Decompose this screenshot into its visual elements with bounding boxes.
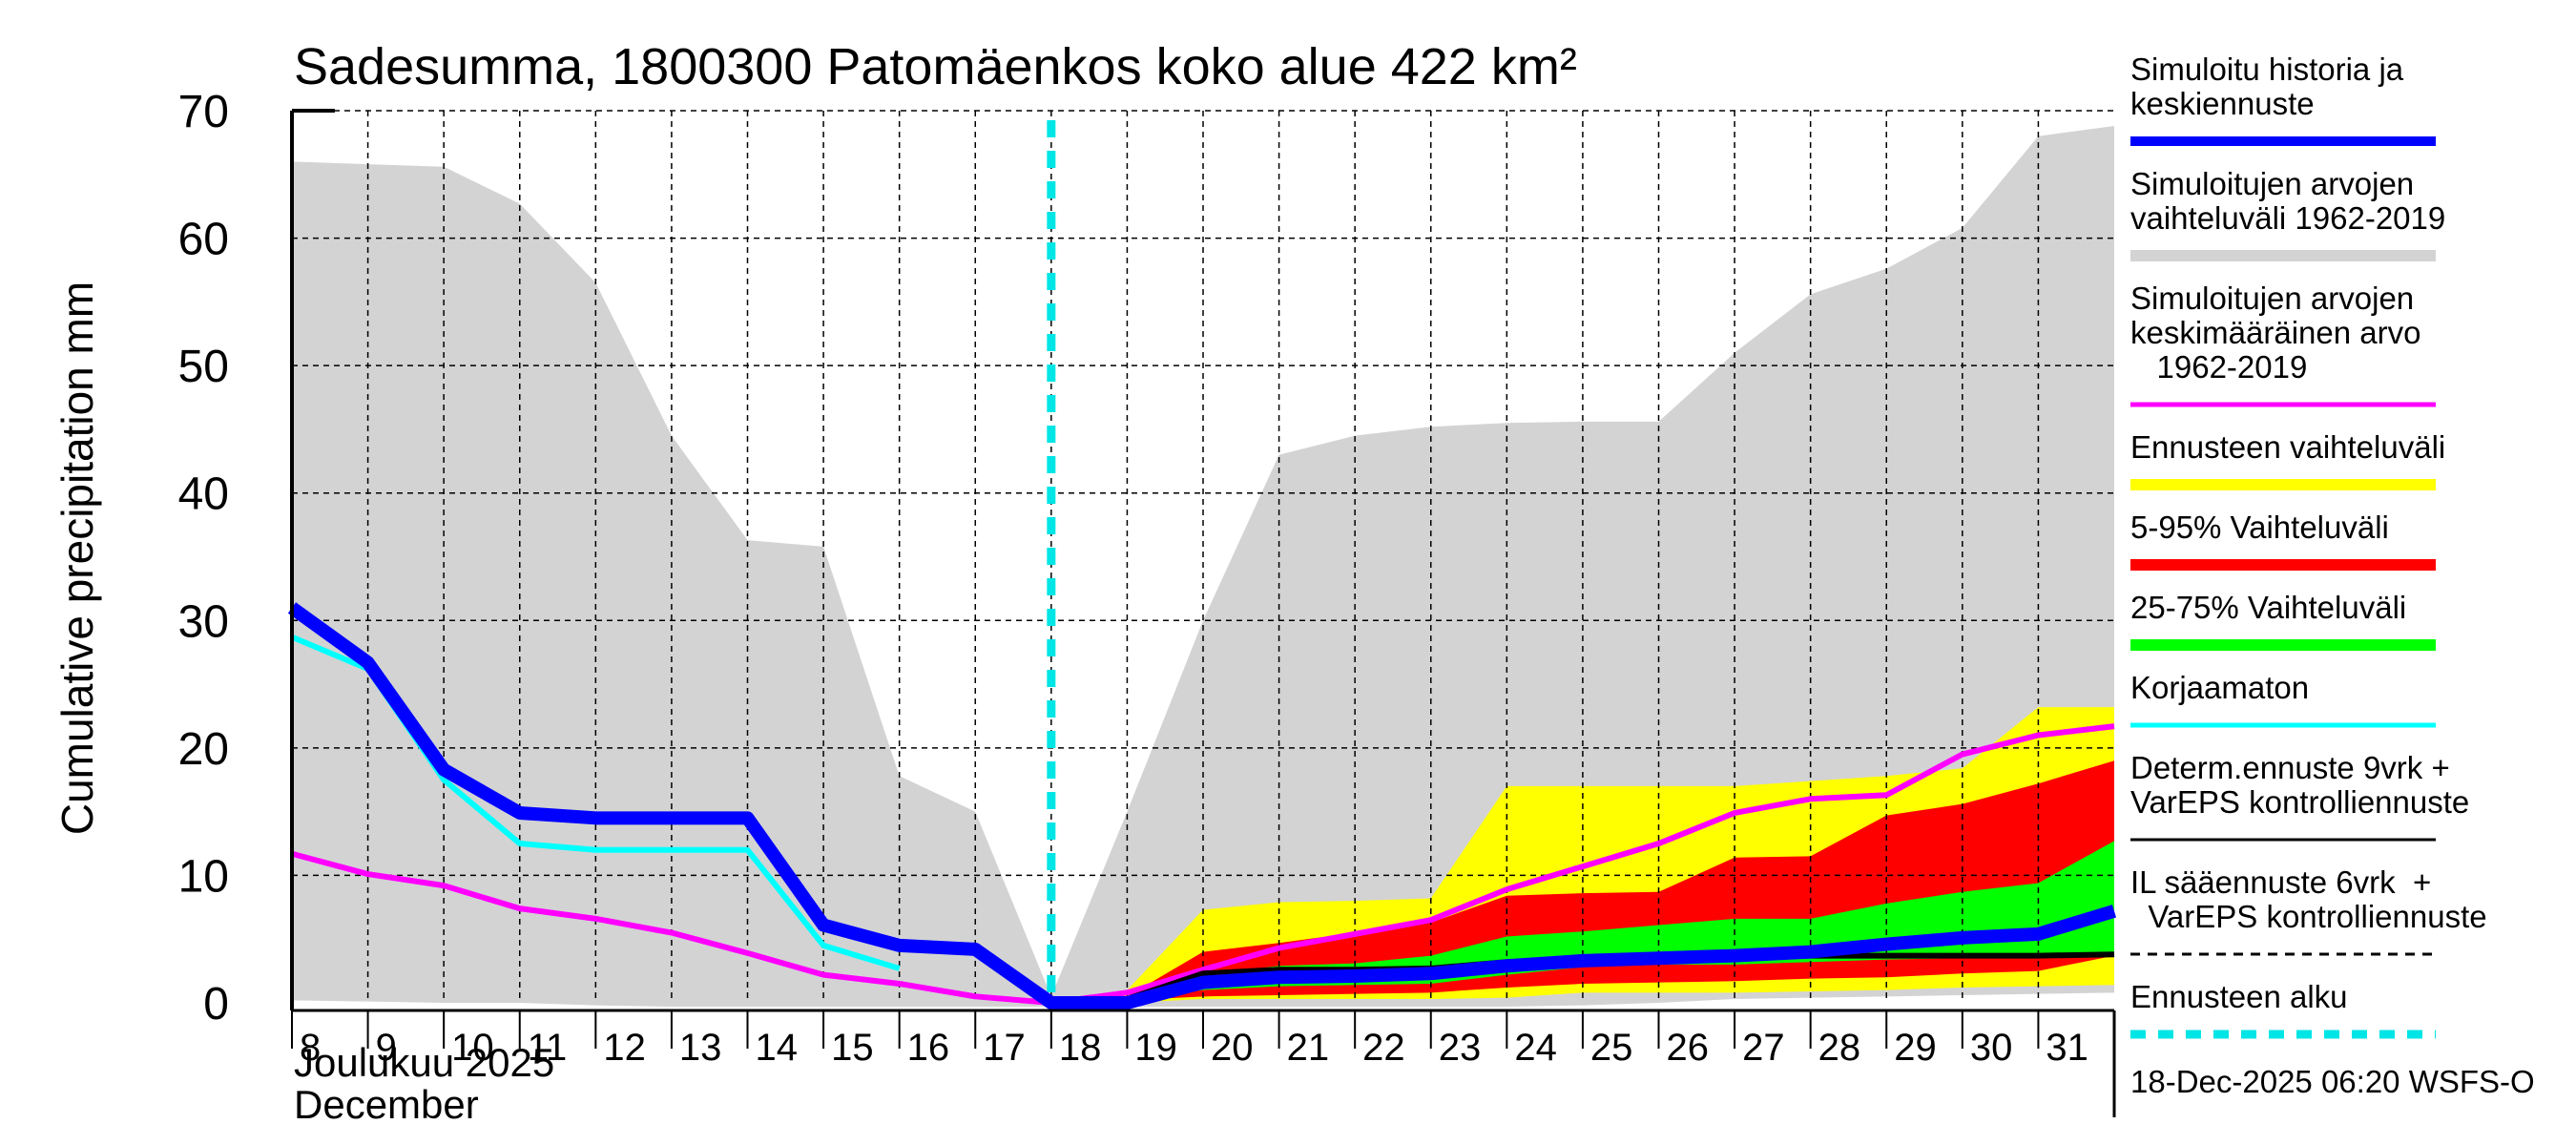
x-tick-label: 31 bbox=[2046, 1027, 2088, 1069]
x-tick-label: 21 bbox=[1287, 1027, 1330, 1069]
y-tick-label: 40 bbox=[178, 469, 229, 520]
x-tick-label: 13 bbox=[679, 1027, 722, 1069]
chart-title: Sadesumma, 1800300 Patomäenkos koko alue… bbox=[294, 38, 1577, 95]
y-tick-label: 10 bbox=[178, 851, 229, 902]
x-tick-label: 17 bbox=[983, 1027, 1026, 1069]
y-tick-label: 60 bbox=[178, 215, 229, 265]
legend-label: VarEPS kontrolliennuste bbox=[2130, 784, 2469, 820]
x-axis-month-label: Joulukuu 2025 bbox=[294, 1040, 554, 1085]
legend-label: 1962-2019 bbox=[2130, 349, 2307, 385]
x-tick-label: 30 bbox=[1970, 1027, 2013, 1069]
legend-label: Korjaamaton bbox=[2130, 670, 2309, 705]
x-tick-label: 25 bbox=[1590, 1027, 1633, 1069]
y-tick-label: 0 bbox=[203, 979, 229, 1030]
series-line-history bbox=[287, 602, 2117, 1010]
band-p25_75 bbox=[1050, 841, 2114, 1003]
x-tick-label: 8 bbox=[300, 1027, 321, 1069]
x-tick-label: 9 bbox=[376, 1027, 397, 1069]
timestamp: 18-Dec-2025 06:20 WSFS-O bbox=[2130, 1064, 2535, 1099]
y-tick-label: 70 bbox=[178, 87, 229, 137]
legend-label: 5-95% Vaihteluväli bbox=[2130, 510, 2389, 545]
x-tick-label: 11 bbox=[528, 1027, 568, 1069]
lines-layer bbox=[287, 120, 2117, 1010]
y-tick-label: 30 bbox=[178, 596, 229, 647]
x-tick-label: 16 bbox=[907, 1027, 950, 1069]
x-tick-label: 24 bbox=[1514, 1027, 1557, 1069]
x-tick-label: 14 bbox=[756, 1027, 799, 1069]
legend-label: Simuloitujen arvojen bbox=[2130, 166, 2414, 201]
legend-label: 25-75% Vaihteluväli bbox=[2130, 590, 2406, 625]
x-tick-label: 23 bbox=[1439, 1027, 1482, 1069]
legend-label: Ennusteen alku bbox=[2130, 979, 2348, 1014]
x-axis-month-label-en: December bbox=[294, 1082, 479, 1127]
x-tick-label: 28 bbox=[1818, 1027, 1861, 1069]
x-tick-label: 10 bbox=[451, 1027, 493, 1069]
x-ticks: 8 9 10 11 12 13 14 15 16 17 18 19 20 21 22 23 24 25 26 27 28… bbox=[291, 1010, 2088, 1069]
y-axis-label-group: Cumulative precipitation mm bbox=[52, 281, 102, 835]
x-tick-label: 19 bbox=[1134, 1027, 1177, 1069]
x-tick-label: 15 bbox=[831, 1027, 874, 1069]
x-tick-label: 26 bbox=[1667, 1027, 1710, 1069]
y-ticks: 0 10 20 30 40 50 60 70 bbox=[178, 87, 229, 1030]
y-axis-label: Cumulative precipitation mm bbox=[52, 281, 102, 835]
x-tick-label: 22 bbox=[1362, 1027, 1405, 1069]
legend-label: keskimääräinen arvo bbox=[2130, 315, 2420, 350]
legend-label: vaihteluväli 1962-2019 bbox=[2130, 200, 2445, 236]
legend-label: Simuloitu historia ja bbox=[2130, 52, 2404, 87]
x-tick-label: 18 bbox=[1059, 1027, 1102, 1069]
legend-label: IL sääennuste 6vrk + bbox=[2130, 864, 2431, 900]
legend-label: Simuloitujen arvojen bbox=[2130, 281, 2414, 316]
legend-label: VarEPS kontrolliennuste bbox=[2130, 899, 2487, 934]
y-tick-label: 20 bbox=[178, 724, 229, 775]
x-tick-label: 20 bbox=[1211, 1027, 1254, 1069]
y-tick-label: 50 bbox=[178, 342, 229, 392]
x-tick-label: 29 bbox=[1894, 1027, 1937, 1069]
legend-label: keskiennuste bbox=[2130, 86, 2315, 121]
legend-label: Determ.ennuste 9vrk + bbox=[2130, 750, 2450, 785]
x-tick-label: 12 bbox=[603, 1027, 646, 1069]
x-tick-label: 27 bbox=[1742, 1027, 1785, 1069]
grid-layer bbox=[292, 110, 2114, 1003]
legend-label: Ennusteen vaihteluväli bbox=[2130, 429, 2445, 465]
series-line-mean_historical bbox=[291, 723, 2115, 1006]
